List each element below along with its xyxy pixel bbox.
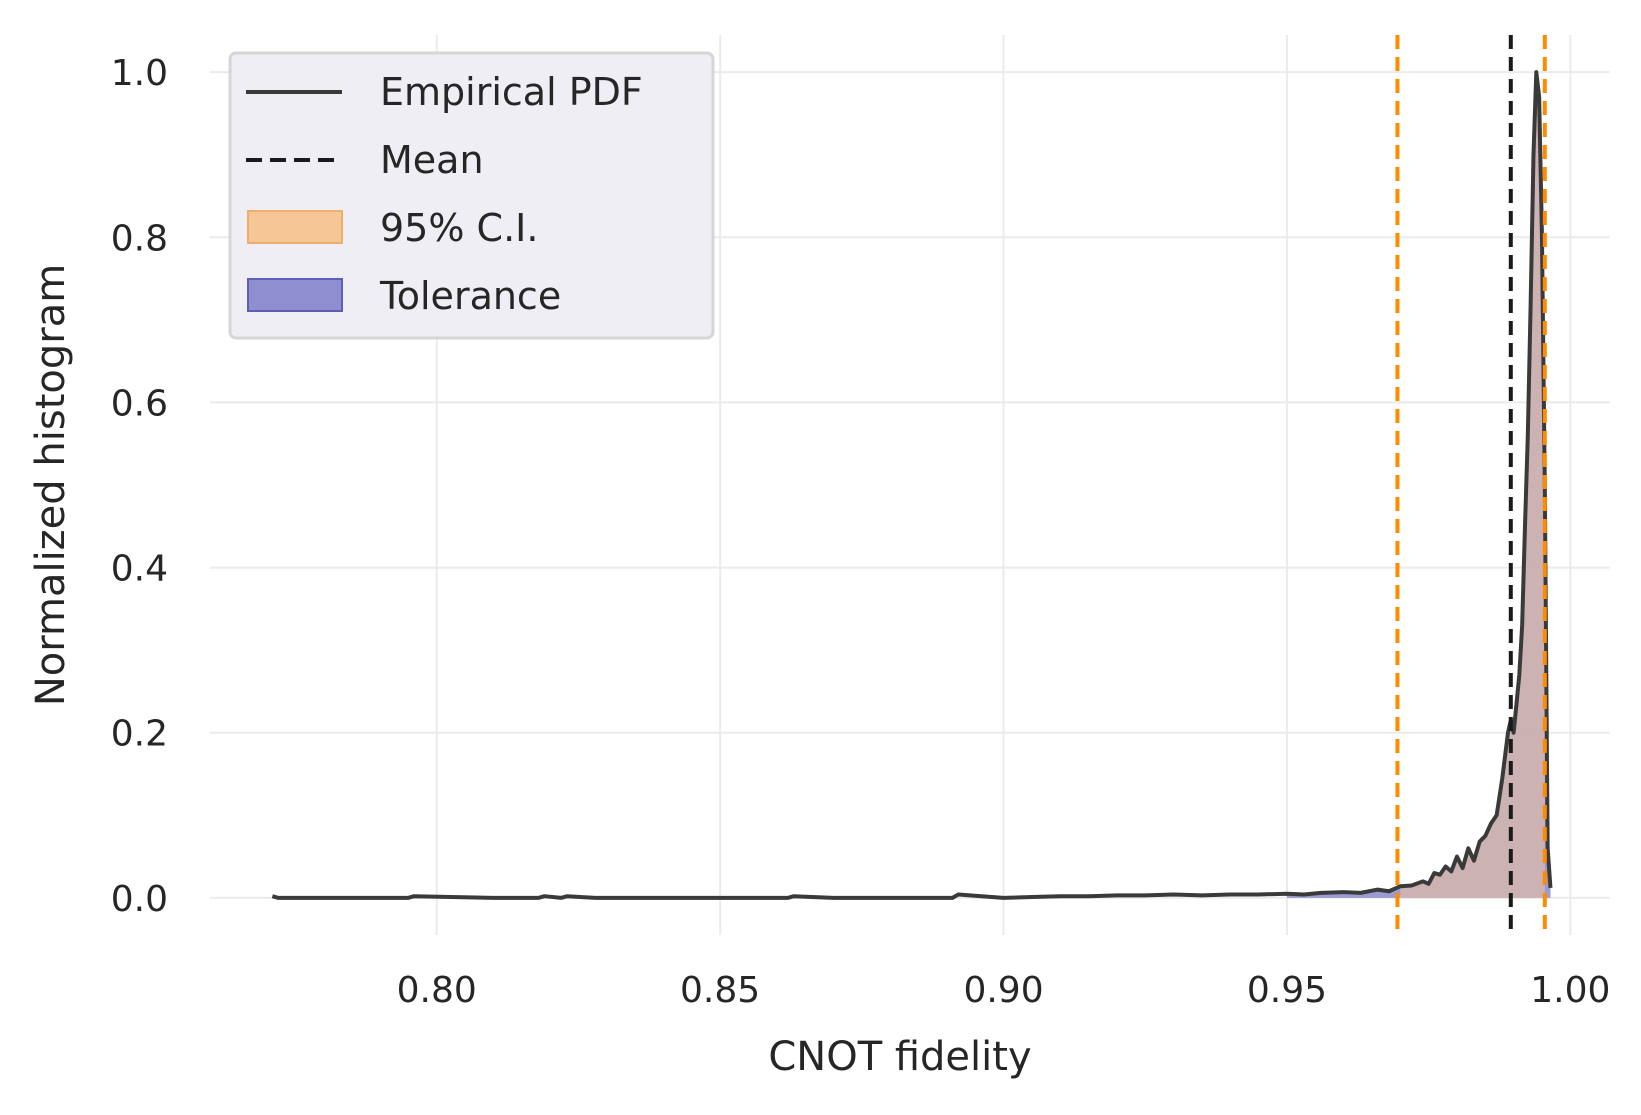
x-tick-label: 1.00 (1530, 970, 1610, 1011)
legend-handle-ci (247, 210, 343, 244)
reference-lines (1395, 35, 1547, 935)
legend-frame (228, 51, 715, 340)
x-tick-label: 0.85 (680, 970, 760, 1011)
series-lines (271, 70, 1553, 900)
legend: Empirical PDF Mean 95% C.I. Tolerance (228, 51, 715, 340)
ci-fill (1400, 72, 1545, 898)
y-tick-label: 0.0 (111, 879, 168, 920)
fill-areas (1286, 72, 1551, 898)
x-tick-label: 0.90 (963, 970, 1043, 1011)
legend-handle-tolerance (247, 278, 343, 312)
legend-label-tolerance: Tolerance (379, 274, 561, 318)
y-tick-label: 0.8 (111, 218, 168, 259)
x-tick-label: 0.95 (1247, 970, 1327, 1011)
y-axis-title: Normalized histogram (28, 264, 74, 706)
x-axis-title: CNOT fidelity (768, 1034, 1031, 1080)
tick-labels: 0.80 0.85 0.90 0.95 1.00 0.0 0.2 0.4 0.6 0.8 1.0 (111, 53, 1611, 1011)
x-tick-label: 0.80 (397, 970, 477, 1011)
legend-label-mean: Mean (380, 138, 484, 182)
y-tick-label: 0.4 (111, 549, 168, 590)
y-tick-label: 0.6 (111, 383, 168, 424)
legend-label-empirical-pdf: Empirical PDF (380, 70, 643, 114)
legend-label-ci: 95% C.I. (380, 206, 538, 250)
y-tick-label: 0.2 (111, 714, 168, 755)
empirical-pdf-line (271, 70, 1553, 900)
y-tick-label: 1.0 (111, 53, 168, 94)
